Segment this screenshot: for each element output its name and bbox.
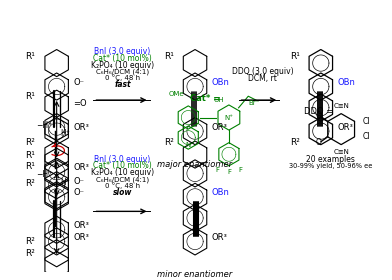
Text: OBn: OBn [211,78,229,87]
Text: R²: R² [25,249,35,258]
Text: OR³: OR³ [73,221,89,230]
Text: N⁺: N⁺ [224,115,233,120]
Text: OR³: OR³ [73,233,89,242]
Text: R¹: R¹ [25,151,35,160]
Text: major enantiomer: major enantiomer [158,160,232,169]
Text: −H⁺: −H⁺ [36,170,53,179]
Text: OH: OH [214,97,225,103]
Text: BnI (3.0 equiv): BnI (3.0 equiv) [94,47,151,56]
Text: O⁻: O⁻ [73,177,84,186]
Text: Cl: Cl [362,132,370,141]
Text: OMe: OMe [169,90,185,97]
Text: =O: =O [73,99,87,108]
Text: 0 °C, 48 h: 0 °C, 48 h [105,74,140,81]
Text: DDQ (3.0 equiv): DDQ (3.0 equiv) [232,67,294,76]
Text: K₂PO₄ (10 equiv): K₂PO₄ (10 equiv) [91,168,154,177]
Text: R²: R² [25,179,35,188]
Text: 30-99% yield, 50-96% ee: 30-99% yield, 50-96% ee [289,163,372,169]
Text: Br⁻: Br⁻ [248,100,260,106]
Text: O: O [316,138,322,147]
Text: F: F [227,169,231,175]
Text: F: F [238,167,243,173]
Text: R¹: R¹ [25,162,35,171]
Text: minor enantiomer: minor enantiomer [158,270,233,279]
Text: H⁺: H⁺ [60,178,71,187]
Text: K₂PO₄ (10 equiv): K₂PO₄ (10 equiv) [91,61,154,70]
Text: O⁻: O⁻ [73,188,84,197]
Text: OBn: OBn [211,188,229,197]
Text: O⁻: O⁻ [73,78,84,87]
Text: Cat* =: Cat* = [190,94,220,103]
Text: R¹: R¹ [290,52,299,61]
Text: −H⁺: −H⁺ [36,121,53,130]
Text: R²: R² [290,138,299,147]
Text: H⁺: H⁺ [60,129,71,137]
Text: C≡N: C≡N [333,149,349,155]
Text: OR³: OR³ [73,163,89,172]
Text: Cat* (10 mol%): Cat* (10 mol%) [93,54,152,63]
Text: OR³: OR³ [211,123,227,132]
Text: C≡N: C≡N [333,103,349,109]
Text: Cat* (10 mol%): Cat* (10 mol%) [93,161,152,171]
Text: R¹: R¹ [25,52,35,61]
Text: C₆H₆/DCM (4:1): C₆H₆/DCM (4:1) [96,69,149,75]
Text: R²: R² [25,237,35,246]
Text: R¹: R¹ [164,52,174,61]
Text: R²: R² [25,138,35,147]
Text: Cl: Cl [362,117,370,126]
Text: fast: fast [114,80,131,89]
Text: BnI (3.0 equiv): BnI (3.0 equiv) [94,155,151,164]
Text: OR³: OR³ [73,123,89,132]
Text: O: O [316,111,322,120]
Text: C₆H₆/DCM (4:1): C₆H₆/DCM (4:1) [96,176,149,183]
Text: slow: slow [113,188,132,197]
Text: OR³: OR³ [211,233,227,242]
Text: 20 examples: 20 examples [306,155,355,164]
Text: F: F [215,167,219,173]
Text: OBn: OBn [337,78,355,87]
Text: R²: R² [164,138,174,147]
Text: R¹: R¹ [25,92,35,101]
Text: N: N [186,142,191,148]
Text: DDQ =: DDQ = [304,107,334,116]
Text: OR³: OR³ [337,123,353,132]
Text: 0 °C, 48 h: 0 °C, 48 h [105,182,140,189]
Text: DCM, rt: DCM, rt [248,74,277,83]
